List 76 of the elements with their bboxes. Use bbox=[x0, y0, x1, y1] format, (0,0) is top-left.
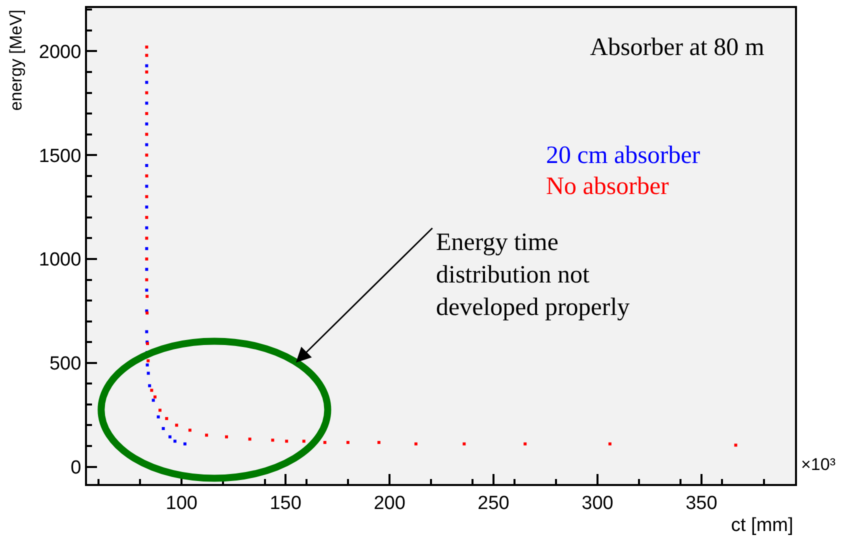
point bbox=[145, 247, 148, 250]
point bbox=[146, 359, 150, 362]
point bbox=[145, 174, 148, 178]
point bbox=[145, 46, 148, 49]
point bbox=[168, 435, 172, 438]
point bbox=[285, 440, 288, 443]
point bbox=[145, 195, 148, 198]
x-tick-label: 100 bbox=[166, 492, 198, 514]
y-axis-title: energy [MeV] bbox=[6, 10, 26, 111]
point bbox=[162, 427, 165, 430]
point bbox=[145, 80, 148, 84]
text: ×10³ bbox=[801, 455, 836, 474]
point bbox=[145, 184, 148, 188]
x-axis-title: ct [mm] bbox=[731, 515, 794, 536]
point bbox=[145, 206, 148, 209]
point bbox=[145, 216, 148, 219]
point bbox=[346, 440, 350, 444]
point bbox=[145, 64, 148, 68]
y-tick-label: 1500 bbox=[38, 146, 82, 167]
y-tick-label: 0 bbox=[70, 457, 82, 478]
point bbox=[302, 440, 306, 443]
x-tick-label: 150 bbox=[270, 492, 302, 514]
point bbox=[145, 164, 148, 167]
point bbox=[145, 154, 148, 157]
point bbox=[183, 442, 186, 446]
annotation: Absorber at 80 m bbox=[590, 34, 765, 61]
point bbox=[145, 112, 148, 116]
point bbox=[145, 54, 148, 57]
point bbox=[145, 288, 148, 292]
point bbox=[205, 434, 208, 437]
point bbox=[414, 442, 418, 446]
point bbox=[145, 91, 148, 94]
point bbox=[145, 143, 148, 146]
point bbox=[146, 363, 149, 366]
point bbox=[734, 444, 738, 447]
point bbox=[158, 408, 162, 412]
point bbox=[146, 312, 149, 315]
y-tick-label: 500 bbox=[49, 354, 82, 375]
point bbox=[146, 294, 149, 298]
point bbox=[156, 415, 160, 418]
x-tick-label: 250 bbox=[478, 492, 510, 514]
point bbox=[150, 388, 154, 392]
text: No absorber bbox=[546, 173, 670, 200]
point bbox=[145, 226, 148, 230]
point bbox=[173, 440, 176, 443]
y-tick-label: 2000 bbox=[38, 42, 82, 63]
point bbox=[225, 435, 228, 438]
point bbox=[145, 278, 148, 282]
point bbox=[175, 424, 178, 427]
point bbox=[146, 372, 150, 375]
point bbox=[323, 440, 326, 444]
point bbox=[145, 236, 148, 240]
point bbox=[145, 132, 148, 136]
point bbox=[271, 438, 274, 442]
point bbox=[165, 417, 168, 420]
point bbox=[145, 122, 148, 126]
point bbox=[608, 442, 612, 446]
x-tick-label: 200 bbox=[374, 492, 406, 514]
annotation: Energy time distribution not developed properly bbox=[436, 229, 630, 321]
point bbox=[145, 268, 148, 271]
point bbox=[145, 257, 148, 260]
x-tick-label: 350 bbox=[686, 492, 718, 514]
text: 20 cm absorber bbox=[546, 142, 701, 169]
point bbox=[152, 398, 155, 402]
point bbox=[462, 442, 466, 446]
point bbox=[248, 438, 252, 441]
point bbox=[188, 428, 192, 432]
point bbox=[145, 102, 148, 105]
point bbox=[524, 442, 527, 446]
point bbox=[145, 70, 148, 74]
y-tick-label: 1000 bbox=[38, 250, 82, 271]
x-tick-label: 300 bbox=[582, 492, 614, 514]
point bbox=[148, 384, 152, 388]
point bbox=[145, 330, 148, 334]
point bbox=[153, 395, 156, 398]
point bbox=[377, 440, 380, 444]
